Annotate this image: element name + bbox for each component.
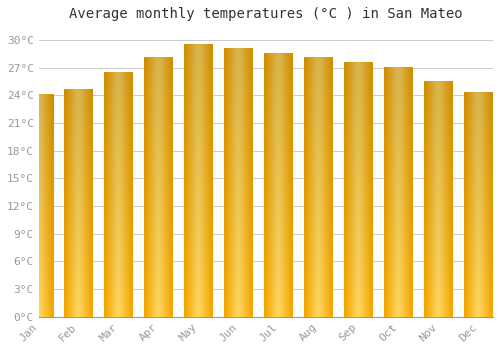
Title: Average monthly temperatures (°C ) in San Mateo: Average monthly temperatures (°C ) in Sa… <box>69 7 462 21</box>
